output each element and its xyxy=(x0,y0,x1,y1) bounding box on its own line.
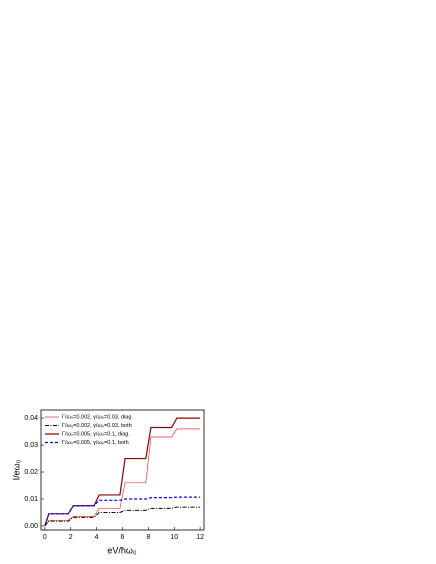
series-line xyxy=(44,496,201,527)
x-tick-label: 2 xyxy=(69,534,73,541)
x-tick-label: 8 xyxy=(146,534,150,541)
y-tick-label: 0.04 xyxy=(24,415,38,422)
series-line xyxy=(44,506,201,527)
legend-label: Γ/ω₀=0.002, γ/ω₀=0.03, both xyxy=(62,423,132,429)
x-tick-label: 6 xyxy=(121,534,125,541)
x-tick-label: 12 xyxy=(196,534,204,541)
legend-label: Γ/ω₀=0.005, γ/ω₀=0.1, both xyxy=(62,440,129,446)
legend-label: Γ/ω₀=0.005, γ/ω₀=0.1, diag. xyxy=(62,431,130,437)
x-axis-label: eV/ħω₀ xyxy=(107,545,137,555)
y-axis-label: I/eω₀ xyxy=(11,459,21,480)
y-tick-label: 0.01 xyxy=(24,496,38,503)
y-tick-label: 0.03 xyxy=(24,442,38,449)
y-tick-label: 0.02 xyxy=(24,469,38,476)
legend-label: Γ/ω₀=0.002, γ/ω₀=0.03, diag. xyxy=(62,414,133,420)
x-tick-label: 0 xyxy=(43,534,47,541)
x-tick-label: 4 xyxy=(95,534,99,541)
y-tick-label: 0.00 xyxy=(24,523,38,530)
x-tick-label: 10 xyxy=(170,534,178,541)
